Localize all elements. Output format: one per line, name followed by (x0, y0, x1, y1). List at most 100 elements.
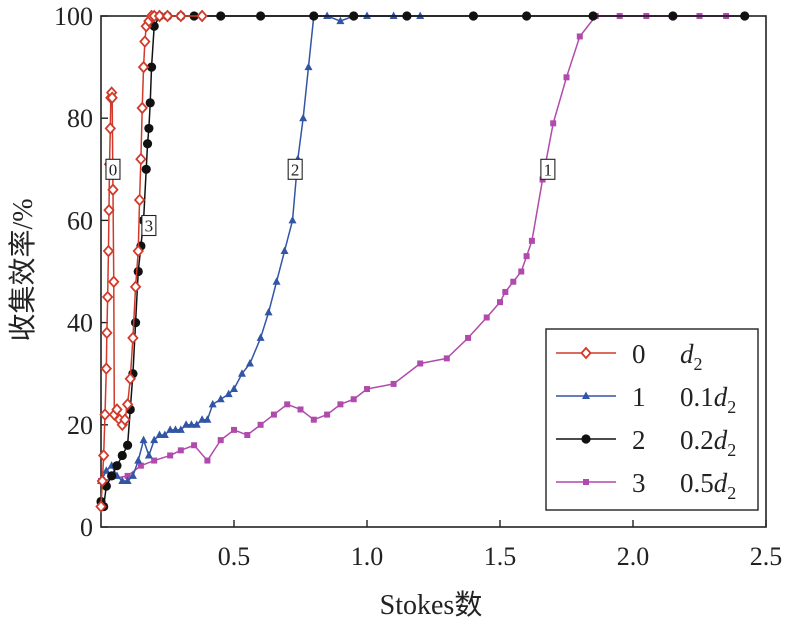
data-point (130, 318, 141, 328)
data-point (216, 394, 225, 403)
legend-series-name: 3 (632, 468, 646, 498)
y-tick-label: 60 (67, 206, 93, 235)
x-tick-label: 2.0 (617, 542, 650, 571)
data-point (264, 307, 273, 316)
data-point (102, 466, 111, 474)
data-point (128, 471, 137, 479)
data-point (563, 74, 570, 81)
data-point (123, 476, 132, 485)
data-point (336, 16, 345, 25)
data-point (256, 333, 265, 341)
data-point (324, 411, 331, 418)
data-point (518, 268, 525, 275)
data-point (167, 452, 174, 459)
legend-marker (583, 479, 589, 485)
data-point (256, 11, 266, 21)
data-point (153, 9, 166, 23)
annotation-box (287, 158, 303, 180)
data-point (161, 9, 174, 23)
x-tick-label: 2.5 (750, 542, 783, 571)
data-point (468, 11, 478, 21)
data-point (177, 447, 184, 454)
x-axis-title: Stokes数 (380, 589, 483, 621)
legend-item-1: 1 0.1d2 (556, 382, 736, 417)
legend-item-0: 0 d2 (556, 339, 703, 374)
data-point (142, 139, 153, 149)
data-point (160, 430, 169, 439)
annotation-label: 2 (291, 160, 300, 179)
data-point (175, 9, 187, 23)
data-point (103, 203, 115, 217)
data-point (133, 266, 143, 277)
data-point (155, 430, 164, 439)
legend-marker (580, 346, 592, 360)
data-point (171, 425, 180, 433)
data-point (96, 474, 109, 488)
data-point (144, 123, 154, 134)
data-point (528, 237, 535, 244)
data-point (497, 299, 503, 306)
data-point (176, 425, 185, 433)
data-point (187, 420, 196, 428)
annotation-label: 1 (544, 160, 553, 179)
legend-series-name: 2 (632, 425, 646, 455)
data-point (107, 471, 117, 481)
annotation-label: 0 (109, 160, 118, 179)
series-3 (98, 13, 748, 485)
annotation-0: 0 (105, 158, 121, 180)
data-point (135, 152, 147, 166)
legend-marker (581, 434, 591, 444)
x-tick-label: 1.5 (484, 542, 517, 571)
data-point (349, 11, 359, 21)
legend-marker (582, 391, 590, 399)
data-point (100, 362, 113, 375)
data-point (350, 396, 357, 403)
data-point (309, 11, 319, 21)
data-point (417, 360, 424, 367)
data-point (144, 450, 153, 459)
data-point (112, 461, 122, 471)
data-point (132, 244, 144, 258)
x-tick-label: 1.0 (351, 542, 384, 571)
annotation-box (105, 158, 121, 180)
data-point (134, 456, 143, 464)
legend-series-label: d2 (680, 339, 703, 374)
data-point (231, 426, 237, 433)
annotations: 0 3 2 1 (105, 158, 556, 237)
data-point (576, 33, 583, 40)
data-point (390, 380, 397, 387)
data-point (297, 406, 304, 413)
data-point (550, 120, 557, 127)
annotation-box (540, 158, 556, 180)
annotation-1: 1 (540, 158, 556, 180)
data-point (588, 11, 598, 21)
y-tick-label: 40 (67, 309, 93, 338)
data-point (402, 11, 412, 21)
annotation-3: 3 (141, 214, 157, 237)
data-point (124, 372, 136, 386)
data-point (230, 384, 238, 393)
annotation-box (141, 214, 157, 237)
data-point (244, 432, 251, 439)
data-point (111, 403, 123, 416)
data-point (204, 457, 211, 464)
data-point (216, 11, 226, 21)
legend-series-label: 0.1d2 (680, 382, 736, 417)
annotation-2: 2 (287, 158, 303, 180)
data-point (196, 9, 208, 23)
data-point (104, 122, 117, 135)
data-point (108, 275, 120, 289)
legend-series-label: 0.5d2 (680, 468, 736, 503)
data-point (99, 408, 111, 421)
data-point (139, 35, 151, 48)
series-line-0 (100, 15, 203, 507)
data-point (510, 278, 517, 285)
y-tick-label: 20 (67, 411, 93, 440)
data-point (224, 389, 233, 398)
y-axis-title: 收集效率/% (7, 198, 39, 341)
data-point (137, 60, 150, 74)
legend-series-name: 1 (632, 382, 646, 412)
